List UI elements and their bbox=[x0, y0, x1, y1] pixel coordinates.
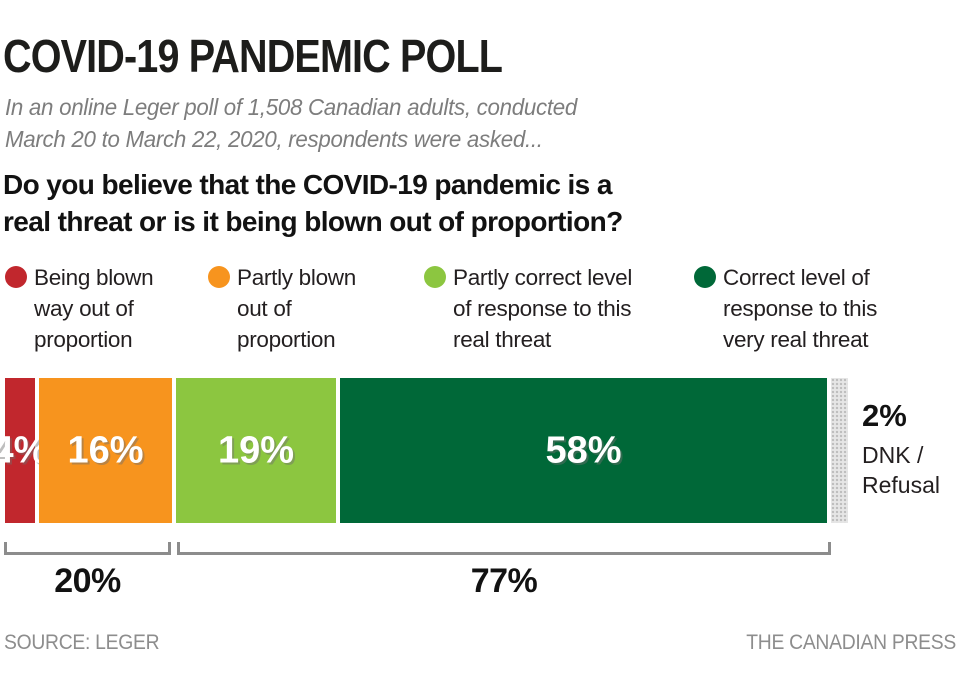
dnk-value: 2% bbox=[862, 398, 907, 433]
publisher-credit: THE CANADIAN PRESS bbox=[746, 631, 956, 654]
legend-dot-orange-icon bbox=[208, 266, 230, 288]
source-credit: SOURCE: LEGER bbox=[4, 631, 160, 654]
bar-segment-partly-blown-out: 16% bbox=[39, 378, 172, 523]
bar-segment-partly-correct: 19% bbox=[176, 378, 336, 523]
dnk-annotation: 2% DNK / Refusal bbox=[862, 398, 940, 500]
legend-label: Partly correct level of response to this… bbox=[453, 265, 633, 352]
bracket-correct-total bbox=[177, 542, 831, 555]
bar-segment-dnk-refusal bbox=[831, 378, 848, 523]
legend-item-correct: Correct level of response to this very r… bbox=[694, 262, 877, 355]
page-title: COVID-19 PANDEMIC POLL bbox=[3, 30, 503, 82]
poll-subtitle: In an online Leger poll of 1,508 Canadia… bbox=[5, 94, 578, 152]
poll-question: Do you believe that the COVID-19 pandemi… bbox=[3, 169, 623, 237]
dnk-label: DNK / Refusal bbox=[862, 442, 940, 498]
legend-dot-red-icon bbox=[5, 266, 27, 288]
bracket-total-20: 20% bbox=[54, 562, 121, 600]
bar-segment-correct: 58% bbox=[340, 378, 827, 523]
legend-item-partly-correct: Partly correct level of response to this… bbox=[424, 262, 632, 355]
legend-label: Partly blown out of proportion bbox=[237, 265, 356, 352]
legend-label: Being blown way out of proportion bbox=[34, 265, 154, 352]
bracket-blown-total bbox=[4, 542, 171, 555]
legend-dot-light-green-icon bbox=[424, 266, 446, 288]
segment-value-label: 19% bbox=[217, 429, 295, 471]
legend-dot-dark-green-icon bbox=[694, 266, 716, 288]
legend-label: Correct level of response to this very r… bbox=[723, 265, 878, 352]
segment-value-label: 16% bbox=[67, 429, 144, 471]
legend-item-partly-blown-out: Partly blown out of proportion bbox=[208, 262, 356, 355]
bracket-total-77: 77% bbox=[470, 562, 538, 600]
legend-item-blown-way-out: Being blown way out of proportion bbox=[5, 262, 154, 355]
bar-segment-blown-way-out: 4% bbox=[0, 378, 47, 523]
segment-value-label: 58% bbox=[545, 429, 622, 471]
stacked-bar: 4% 16% 19% 58% bbox=[0, 378, 848, 523]
